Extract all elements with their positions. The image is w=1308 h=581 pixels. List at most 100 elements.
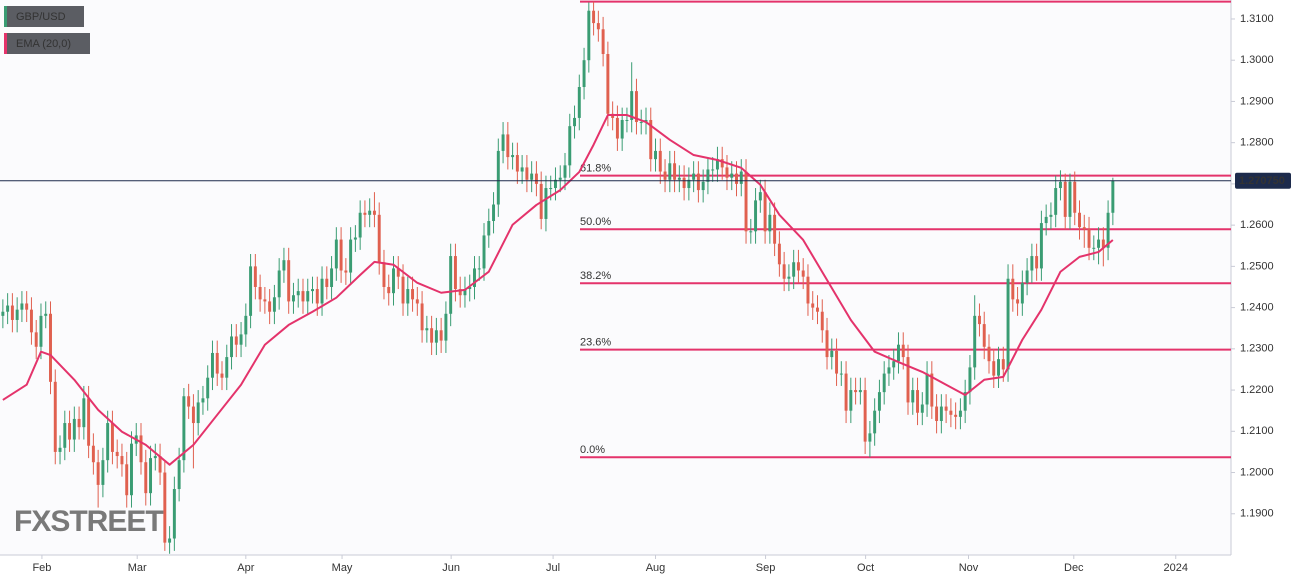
candle-body bbox=[573, 117, 577, 127]
candle-body bbox=[201, 398, 205, 403]
candle-body bbox=[577, 87, 581, 118]
candle-body bbox=[72, 418, 76, 440]
candle-body bbox=[439, 330, 443, 341]
candle-body bbox=[458, 289, 462, 296]
candle-body bbox=[758, 192, 762, 201]
candle-body bbox=[392, 268, 395, 294]
candle-body bbox=[706, 169, 710, 182]
candle-body bbox=[625, 119, 629, 121]
candle-body bbox=[487, 221, 491, 236]
candle-body bbox=[172, 489, 176, 539]
candle-body bbox=[582, 60, 586, 88]
candle-body bbox=[334, 239, 338, 269]
candle-body bbox=[620, 119, 624, 139]
candle-body bbox=[82, 398, 86, 428]
candle-body bbox=[473, 268, 476, 287]
candle-body bbox=[63, 423, 67, 448]
candle-body bbox=[330, 268, 334, 287]
candle-body bbox=[715, 159, 719, 170]
candle-body bbox=[511, 155, 515, 158]
candle-body bbox=[916, 390, 920, 413]
candle-body bbox=[1054, 188, 1058, 215]
y-tick-label: 1.2800 bbox=[1240, 137, 1274, 149]
x-tick-label: Nov bbox=[959, 562, 979, 574]
candle-body bbox=[306, 291, 310, 302]
y-tick-label: 1.3000 bbox=[1240, 54, 1274, 66]
candle-body bbox=[234, 336, 238, 345]
fib-label: 0.0% bbox=[580, 444, 605, 456]
candle-body bbox=[1092, 247, 1096, 249]
fib-label: 38.2% bbox=[580, 270, 611, 282]
candle-body bbox=[630, 91, 634, 120]
candle-body bbox=[101, 460, 105, 485]
candle-body bbox=[763, 192, 767, 232]
candle-body bbox=[873, 410, 877, 434]
candle-body bbox=[415, 299, 419, 304]
candle-body bbox=[735, 173, 738, 184]
candle-body bbox=[1, 311, 5, 316]
candle-body bbox=[844, 373, 848, 411]
candle-body bbox=[20, 303, 24, 310]
candle-body bbox=[596, 23, 600, 30]
candle-body bbox=[468, 286, 472, 290]
candles-layer bbox=[1, 1, 1115, 554]
candle-body bbox=[787, 276, 791, 279]
candle-body bbox=[520, 167, 524, 172]
y-tick-label: 1.2400 bbox=[1240, 302, 1274, 314]
candle-body bbox=[1035, 256, 1039, 269]
candle-body bbox=[825, 330, 829, 358]
legend-swatch bbox=[4, 6, 7, 27]
candle-body bbox=[29, 309, 33, 333]
candle-body bbox=[496, 150, 500, 205]
candle-body bbox=[282, 260, 286, 271]
legend-box bbox=[4, 6, 84, 27]
candle-body bbox=[149, 458, 153, 494]
candle-body bbox=[430, 328, 434, 343]
candle-body bbox=[782, 264, 786, 279]
candle-body bbox=[897, 344, 900, 362]
candle-body bbox=[692, 173, 696, 180]
last-price-box bbox=[1235, 172, 1291, 189]
candle-body bbox=[463, 289, 467, 296]
candle-body bbox=[363, 212, 367, 215]
candle-body bbox=[163, 472, 167, 543]
candle-body bbox=[592, 10, 596, 24]
candle-body bbox=[1073, 181, 1077, 213]
candle-body bbox=[1020, 282, 1024, 304]
candle-body bbox=[120, 456, 124, 465]
candle-body bbox=[811, 303, 815, 308]
candle-body bbox=[515, 155, 519, 172]
candle-body bbox=[796, 262, 800, 271]
candle-body bbox=[820, 311, 824, 331]
candle-body bbox=[639, 122, 643, 124]
candle-body bbox=[634, 91, 638, 123]
y-tick-label: 1.2500 bbox=[1240, 260, 1274, 272]
candle-body bbox=[939, 406, 943, 421]
x-tick-label: Feb bbox=[32, 562, 51, 574]
candle-body bbox=[168, 538, 172, 543]
candle-body bbox=[34, 332, 38, 347]
y-tick-label: 1.2600 bbox=[1240, 219, 1274, 231]
candle-body bbox=[754, 200, 758, 232]
candle-body bbox=[196, 402, 200, 424]
y-tick-label: 1.2000 bbox=[1240, 466, 1274, 478]
candle-body bbox=[1025, 270, 1029, 283]
candle-body bbox=[549, 188, 553, 190]
candle-body bbox=[372, 210, 376, 215]
candle-body bbox=[525, 167, 529, 180]
candle-body bbox=[973, 315, 977, 368]
y-tick-label: 1.2900 bbox=[1240, 95, 1274, 107]
candle-body bbox=[482, 235, 486, 269]
candle-body bbox=[25, 303, 29, 310]
x-tick-label: Apr bbox=[237, 562, 254, 574]
candle-body bbox=[177, 460, 181, 490]
candle-body bbox=[1039, 223, 1043, 269]
candle-body bbox=[720, 159, 724, 168]
candle-body bbox=[863, 390, 867, 442]
candle-body bbox=[849, 390, 853, 411]
candle-body bbox=[506, 134, 510, 158]
candle-body bbox=[263, 299, 267, 302]
candle-body bbox=[963, 392, 967, 411]
candle-body bbox=[1044, 216, 1048, 224]
candle-body bbox=[215, 352, 219, 374]
